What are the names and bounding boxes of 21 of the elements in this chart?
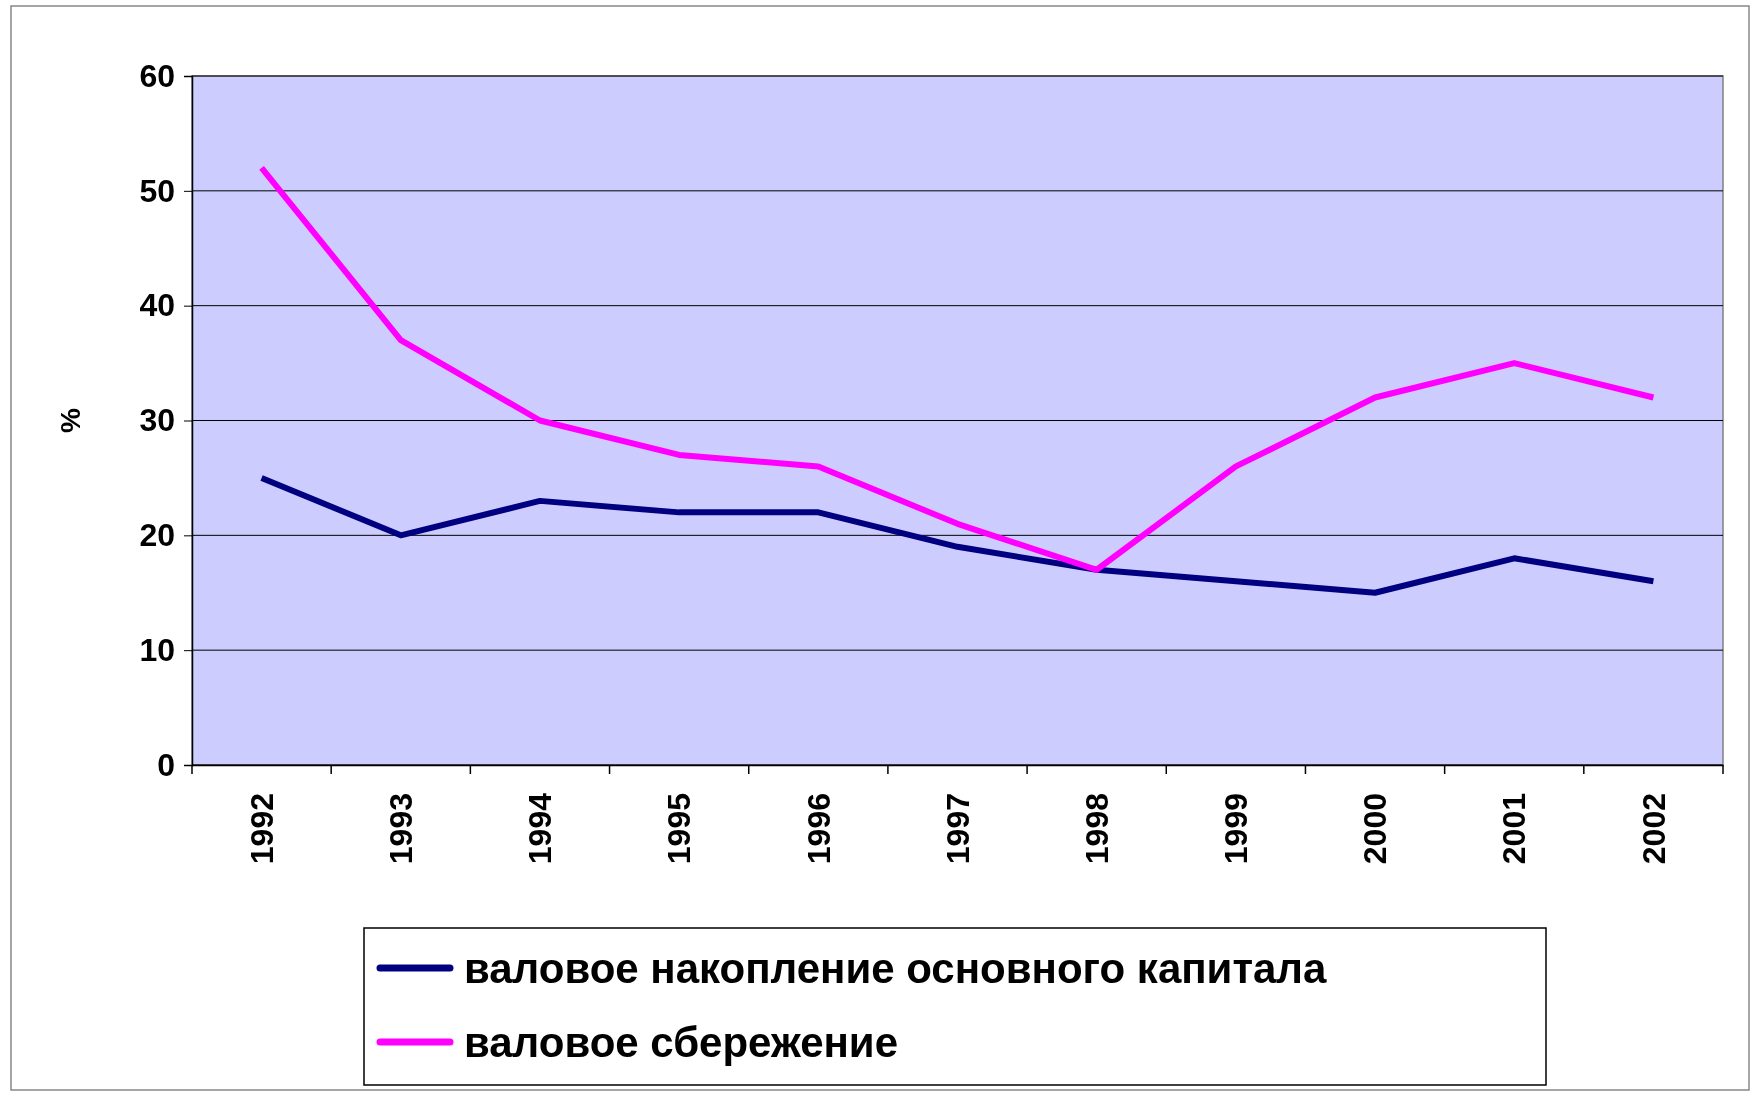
x-tick-label: 1998 <box>1078 793 1115 865</box>
x-tick-label: 2002 <box>1635 793 1672 865</box>
x-tick-label: 1992 <box>243 793 280 865</box>
y-tick-label: 10 <box>139 631 175 668</box>
x-tick-label: 1994 <box>522 792 559 865</box>
y-tick-label: 20 <box>139 517 175 554</box>
y-tick-label: 40 <box>139 287 175 324</box>
x-tick-label: 1993 <box>382 793 419 865</box>
y-axis-title: % <box>55 407 86 433</box>
x-tick-label: 1996 <box>800 793 837 865</box>
y-tick-label: 30 <box>139 402 175 439</box>
x-tick-label: 2001 <box>1496 793 1533 865</box>
y-tick-label: 50 <box>139 172 175 209</box>
x-tick-label: 1999 <box>1218 793 1255 865</box>
y-tick-label: 60 <box>139 57 175 94</box>
x-tick-label: 2000 <box>1357 793 1394 865</box>
x-tick-label: 1995 <box>661 793 698 865</box>
legend-label: валовое сбережение <box>464 1018 899 1066</box>
x-tick-label: 1997 <box>939 793 976 865</box>
legend-label: валовое накопление основного капитала <box>464 944 1328 992</box>
y-tick-label: 0 <box>157 746 175 783</box>
